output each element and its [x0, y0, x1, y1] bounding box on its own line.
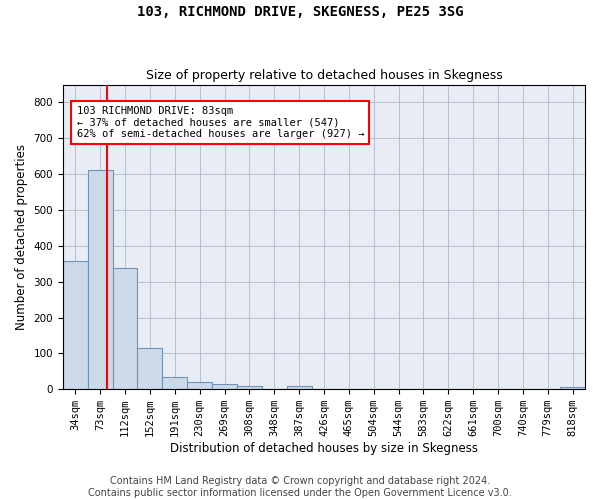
Bar: [88, 170, 113, 389]
Y-axis label: Number of detached properties: Number of detached properties: [15, 144, 28, 330]
Bar: [137, 348, 163, 389]
Bar: [63, 261, 88, 389]
Text: 103 RICHMOND DRIVE: 83sqm
← 37% of detached houses are smaller (547)
62% of semi: 103 RICHMOND DRIVE: 83sqm ← 37% of detac…: [77, 106, 364, 140]
Bar: [163, 376, 187, 389]
X-axis label: Distribution of detached houses by size in Skegness: Distribution of detached houses by size …: [170, 442, 478, 455]
Title: Size of property relative to detached houses in Skegness: Size of property relative to detached ho…: [146, 69, 502, 82]
Text: 103, RICHMOND DRIVE, SKEGNESS, PE25 3SG: 103, RICHMOND DRIVE, SKEGNESS, PE25 3SG: [137, 5, 463, 19]
Bar: [560, 386, 585, 389]
Bar: [187, 382, 212, 389]
Bar: [212, 384, 237, 389]
Bar: [237, 386, 262, 389]
Text: Contains HM Land Registry data © Crown copyright and database right 2024.
Contai: Contains HM Land Registry data © Crown c…: [88, 476, 512, 498]
Bar: [113, 268, 137, 389]
Bar: [287, 386, 311, 389]
